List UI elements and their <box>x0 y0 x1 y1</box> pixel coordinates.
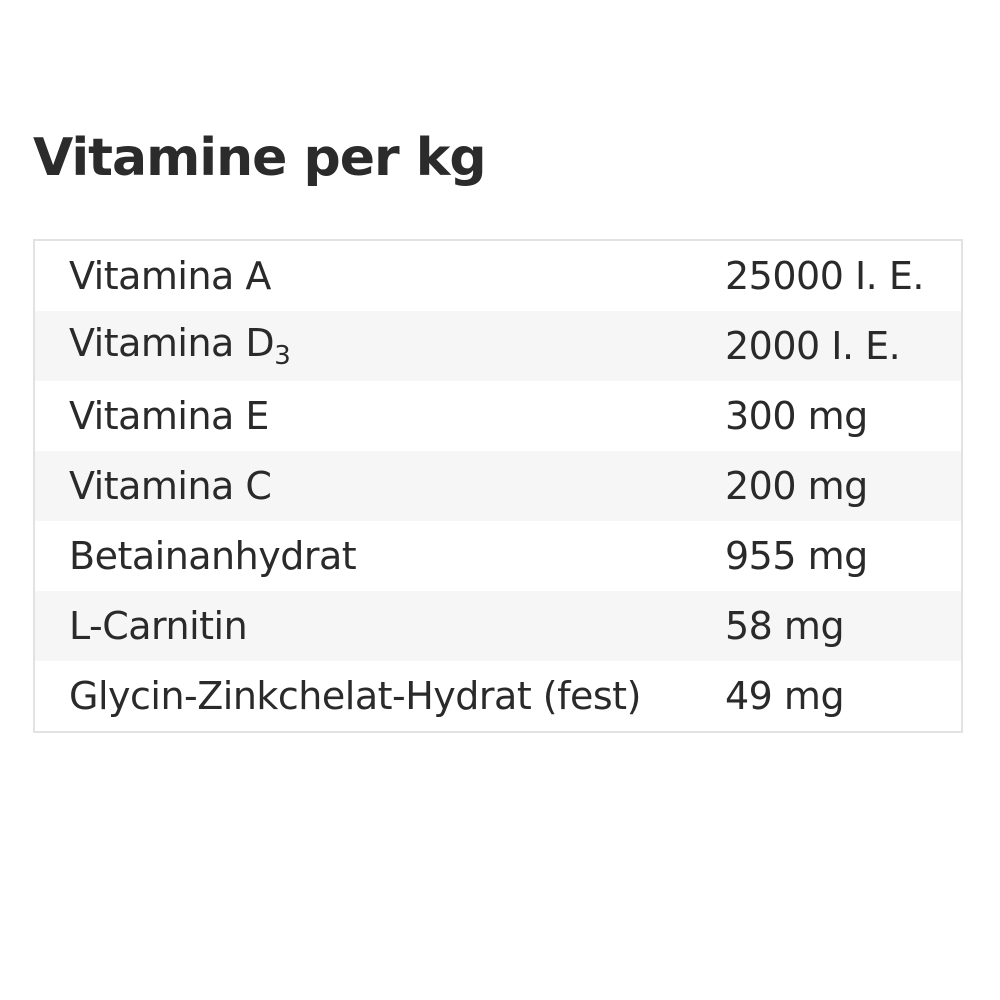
nutrient-name-text: Vitamina E <box>69 394 269 438</box>
nutrient-value: 58 mg <box>725 604 845 648</box>
table-row: L-Carnitin 58 mg <box>34 591 962 661</box>
table-row: Vitamina E 300 mg <box>34 381 962 451</box>
nutrient-name: Vitamina C <box>34 451 725 521</box>
nutrient-name-text: Glycin-Zinkchelat-Hydrat (fest) <box>69 674 641 718</box>
table-row: Glycin-Zinkchelat-Hydrat (fest) 49 mg <box>34 661 962 732</box>
nutrient-name-text: Betainanhydrat <box>69 534 357 578</box>
nutrient-name-text: L-Carnitin <box>69 604 248 648</box>
table-row: Vitamina A 25000 I. E. <box>34 240 962 311</box>
nutrient-value: 300 mg <box>725 394 868 438</box>
nutrient-name-text: Vitamina A <box>69 254 271 298</box>
nutrient-name: Vitamina D3 <box>34 311 725 381</box>
nutrient-value: 49 mg <box>725 674 845 718</box>
nutrient-value: 2000 I. E. <box>725 324 901 368</box>
nutrient-value: 25000 I. E. <box>725 254 924 298</box>
nutrient-name: Vitamina A <box>34 240 725 311</box>
subscript: 3 <box>274 341 291 371</box>
nutrient-name: Vitamina E <box>34 381 725 451</box>
table-row: Betainanhydrat 955 mg <box>34 521 962 591</box>
nutrient-name: L-Carnitin <box>34 591 725 661</box>
nutrient-name-text: Vitamina C <box>69 464 272 508</box>
nutrient-name: Betainanhydrat <box>34 521 725 591</box>
nutrient-name: Glycin-Zinkchelat-Hydrat (fest) <box>34 661 725 732</box>
nutrient-value: 955 mg <box>725 534 868 578</box>
table-row: Vitamina C 200 mg <box>34 451 962 521</box>
vitamin-table: Vitamina A 25000 I. E. Vitamina D3 2000 I.… <box>33 239 963 733</box>
nutrient-value: 200 mg <box>725 464 868 508</box>
page-title: Vitamine per kg <box>33 128 487 188</box>
table-row: Vitamina D3 2000 I. E. <box>34 311 962 381</box>
nutrient-name-text: Vitamina D <box>69 321 275 365</box>
